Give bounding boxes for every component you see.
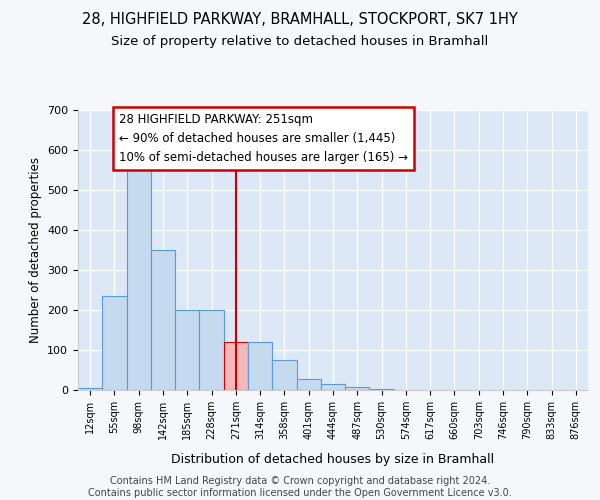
Bar (272, 360, 296, 390)
Bar (199, 310, 224, 390)
Y-axis label: Number of detached properties: Number of detached properties (29, 157, 41, 343)
Bar (345, 387, 370, 390)
Bar (296, 379, 321, 390)
Bar (248, 342, 272, 390)
Bar (224, 342, 248, 390)
Bar (175, 310, 199, 390)
Text: Contains HM Land Registry data © Crown copyright and database right 2024.
Contai: Contains HM Land Registry data © Crown c… (88, 476, 512, 498)
Bar (127, 156, 151, 390)
Text: 28 HIGHFIELD PARKWAY: 251sqm
← 90% of detached houses are smaller (1,445)
10% of: 28 HIGHFIELD PARKWAY: 251sqm ← 90% of de… (119, 113, 408, 164)
Bar (370, 389, 394, 390)
X-axis label: Distribution of detached houses by size in Bramhall: Distribution of detached houses by size … (172, 453, 494, 466)
Text: Size of property relative to detached houses in Bramhall: Size of property relative to detached ho… (112, 35, 488, 48)
Text: 28, HIGHFIELD PARKWAY, BRAMHALL, STOCKPORT, SK7 1HY: 28, HIGHFIELD PARKWAY, BRAMHALL, STOCKPO… (82, 12, 518, 28)
Bar (78, 388, 102, 390)
Bar (102, 296, 127, 390)
Bar (151, 250, 175, 390)
Bar (321, 384, 345, 390)
